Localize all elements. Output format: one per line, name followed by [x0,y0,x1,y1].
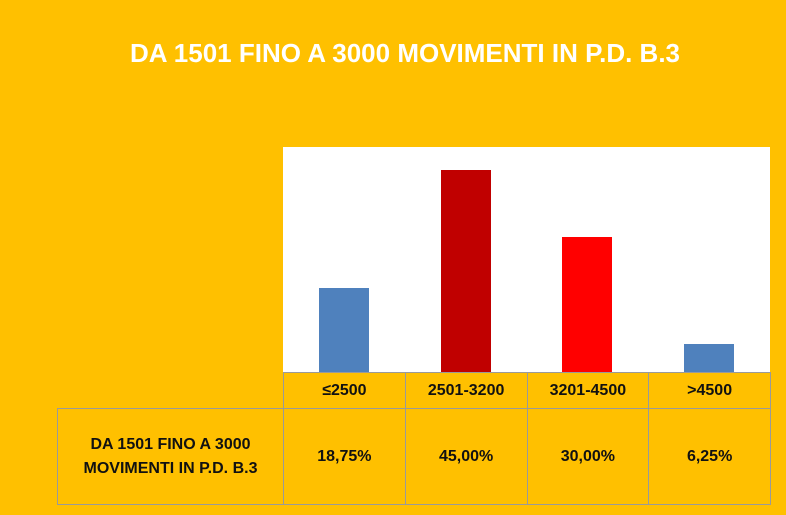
value-cell: 45,00% [404,408,528,505]
plot-area [283,147,770,372]
category-cell: ≤2500 [283,372,406,409]
category-cell: >4500 [648,372,771,409]
bar [440,169,491,372]
value-cell: 6,25% [648,408,771,505]
category-cell: 2501-3200 [404,372,528,409]
bar [562,237,613,372]
bar [318,287,369,372]
value-cell: 30,00% [526,408,650,505]
bar [684,343,735,372]
category-cell: 3201-4500 [526,372,650,409]
series-name-cell: DA 1501 FINO A 3000 MOVIMENTI IN P.D. B.… [57,408,284,505]
value-cell: 18,75% [283,408,406,505]
chart-title: DA 1501 FINO A 3000 MOVIMENTI IN P.D. B.… [129,38,680,68]
